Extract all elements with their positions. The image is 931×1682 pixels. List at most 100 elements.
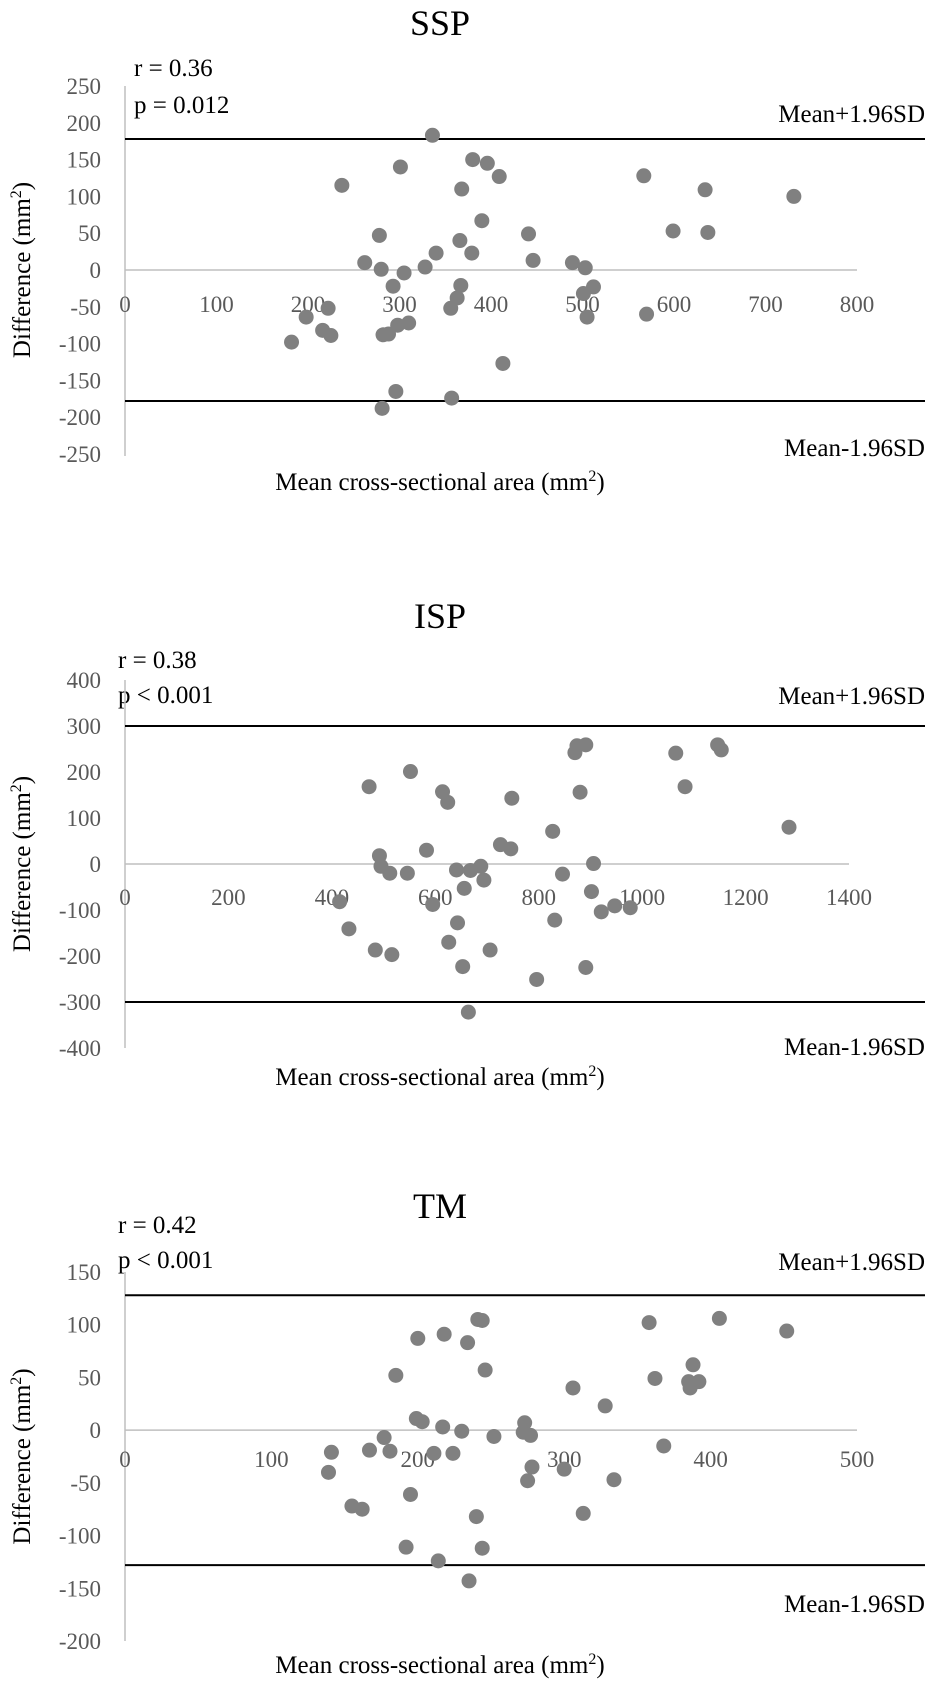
chart-title: SSP — [410, 3, 470, 43]
x-tick-label: 800 — [840, 292, 875, 317]
data-point — [444, 390, 460, 406]
y-axis-label: Difference (mm2) — [8, 776, 36, 952]
data-point — [647, 1370, 663, 1386]
data-point — [399, 865, 415, 881]
x-tick-label: 1400 — [826, 885, 872, 910]
data-point — [486, 1428, 502, 1444]
data-point — [388, 1367, 404, 1383]
data-point — [473, 858, 489, 874]
y-tick-label: 0 — [90, 258, 102, 283]
data-point — [320, 1464, 336, 1480]
data-point — [441, 934, 457, 950]
data-point — [677, 779, 693, 795]
y-axis-label: Difference (mm2) — [8, 1368, 36, 1544]
chart-title: TM — [413, 1186, 467, 1226]
data-point — [523, 1427, 539, 1443]
data-point — [697, 182, 713, 198]
upper-loa-label: Mean+1.96SD — [778, 683, 925, 710]
x-axis-label-text: Mean cross-sectional area (mm — [275, 1064, 589, 1091]
data-point — [388, 383, 404, 399]
y-axis-label-text: Difference (mm — [9, 1384, 36, 1544]
correlation-p: p < 0.001 — [118, 1247, 213, 1274]
data-point — [786, 188, 802, 204]
y-tick-label: -200 — [59, 405, 101, 430]
data-point — [477, 1362, 493, 1378]
data-point — [606, 1472, 622, 1488]
data-point — [323, 328, 339, 344]
chart-panel-isp: ISP r = 0.38 p < 0.001 400 300 200 100 0 -100 -20… — [8, 596, 925, 1091]
data-point — [622, 900, 638, 916]
y-tick-label: -400 — [59, 1036, 101, 1061]
data-point — [424, 127, 440, 143]
y-axis-label: Difference (mm2) — [8, 182, 36, 358]
correlation-p: p < 0.001 — [118, 682, 213, 709]
data-point — [639, 306, 655, 322]
x-tick-label: 0 — [119, 292, 131, 317]
y-axis-label-sup: 2 — [8, 1377, 25, 1385]
x-tick-label: 100 — [254, 1447, 289, 1472]
data-point — [524, 1459, 540, 1475]
data-point — [426, 1445, 442, 1461]
y-tick-label: -100 — [59, 332, 101, 357]
x-tick-label: 500 — [840, 1447, 875, 1472]
data-point — [357, 255, 373, 271]
x-axis-label: Mean cross-sectional area (mm2) — [275, 468, 604, 496]
data-point — [367, 942, 383, 958]
x-tick-label: 700 — [748, 292, 783, 317]
x-tick-label: 200 — [211, 885, 246, 910]
data-point — [460, 1335, 476, 1351]
data-point — [402, 764, 418, 780]
data-point — [713, 742, 729, 758]
x-tick-label: 400 — [474, 292, 509, 317]
data-point — [685, 1357, 701, 1373]
x-tick-label: 0 — [119, 1447, 131, 1472]
data-point — [593, 904, 609, 920]
data-point — [449, 290, 465, 306]
y-axis-label-text: Difference (mm — [9, 198, 36, 358]
data-point — [428, 245, 444, 261]
y-tick-label: 400 — [67, 668, 102, 693]
y-axis-label-end: ) — [9, 182, 36, 190]
x-axis-label: Mean cross-sectional area (mm2) — [275, 1063, 604, 1091]
y-tick-label: 100 — [67, 184, 102, 209]
correlation-r: r = 0.42 — [118, 1212, 197, 1239]
x-axis-label-end: ) — [596, 1652, 604, 1679]
data-point — [298, 309, 314, 325]
data-point — [586, 856, 602, 872]
data-point — [392, 159, 408, 175]
y-tick-label: 50 — [78, 1365, 101, 1390]
data-point — [382, 1443, 398, 1459]
y-tick-label: 50 — [78, 221, 101, 246]
data-point — [479, 155, 495, 171]
data-point — [555, 866, 571, 882]
data-point — [578, 737, 594, 753]
data-point — [525, 252, 541, 268]
x-tick-label: 100 — [199, 292, 234, 317]
data-point — [341, 921, 357, 937]
data-point — [521, 226, 537, 242]
data-point — [556, 1461, 572, 1477]
data-point — [579, 309, 595, 325]
data-point — [376, 1430, 392, 1446]
data-point — [453, 277, 469, 293]
y-tick-label: 250 — [67, 74, 102, 99]
y-tick-label: 300 — [67, 714, 102, 739]
chart-title: ISP — [414, 596, 466, 636]
data-point — [482, 942, 498, 958]
y-tick-label: 0 — [90, 852, 102, 877]
data-point — [454, 1423, 470, 1439]
data-point — [382, 865, 398, 881]
y-tick-label: 150 — [67, 148, 102, 173]
x-axis-label-text: Mean cross-sectional area (mm — [275, 469, 589, 496]
data-point — [334, 177, 350, 193]
data-point — [572, 784, 588, 800]
x-axis-label-end: ) — [596, 469, 604, 496]
data-point — [565, 1380, 581, 1396]
y-tick-label: -200 — [59, 944, 101, 969]
data-point — [665, 223, 681, 239]
data-point — [464, 245, 480, 261]
y-tick-label: 200 — [67, 760, 102, 785]
data-point — [468, 1509, 484, 1525]
data-point — [436, 1326, 452, 1342]
